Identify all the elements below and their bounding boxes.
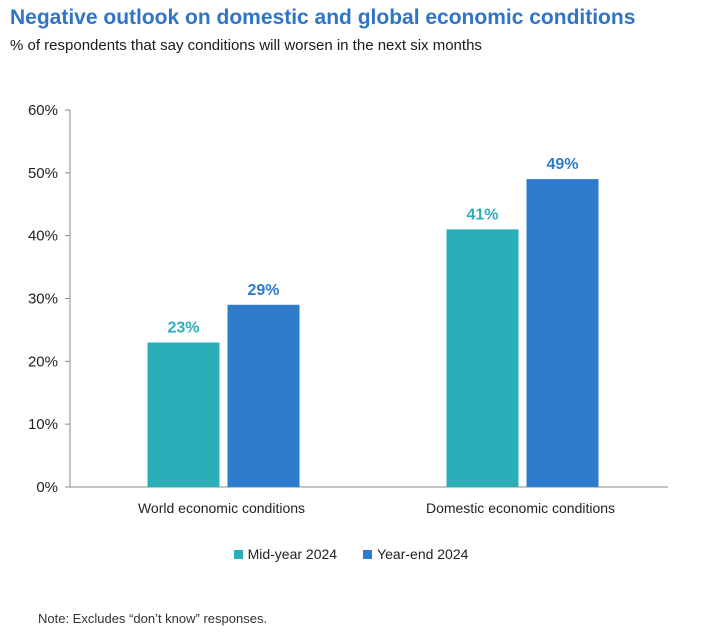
bar-mid-year-0 <box>147 342 220 487</box>
y-tick-label: 10% <box>28 416 58 433</box>
legend-swatch-year-end <box>363 549 373 559</box>
bar-year-end-0 <box>227 304 300 487</box>
x-category-label: Domestic economic conditions <box>426 500 615 516</box>
data-label: 23% <box>167 319 199 336</box>
y-tick-label: 30% <box>28 291 58 308</box>
legend-label-year-end: Year-end 2024 <box>377 546 469 562</box>
legend-item-year-end: Year-end 2024 <box>363 546 468 562</box>
data-label: 41% <box>466 206 498 223</box>
data-label: 29% <box>247 282 279 299</box>
y-tick-label: 0% <box>36 479 58 496</box>
chart-title: Negative outlook on domestic and global … <box>10 6 636 29</box>
chart-subtitle: % of respondents that say conditions wil… <box>10 37 482 54</box>
legend: Mid-year 2024 Year-end 2024 <box>0 546 702 562</box>
data-label: 49% <box>546 156 578 173</box>
y-tick-label: 50% <box>28 165 58 182</box>
legend-label-mid-year: Mid-year 2024 <box>247 546 338 562</box>
y-tick-label: 40% <box>28 228 58 245</box>
bar-chart: 0% 10% 20% 30% 40% 50% 60% 23% 29% World economic… <box>28 102 668 516</box>
x-category-label: World economic conditions <box>138 500 305 516</box>
y-tick-label: 20% <box>28 353 58 370</box>
legend-swatch-mid-year <box>233 549 243 559</box>
bar-year-end-1 <box>526 179 599 487</box>
bar-mid-year-1 <box>446 229 519 487</box>
legend-item-mid-year: Mid-year 2024 <box>233 546 338 562</box>
y-tick-label: 60% <box>28 102 58 119</box>
footnote: Note: Excludes “don’t know” responses. <box>38 611 268 626</box>
